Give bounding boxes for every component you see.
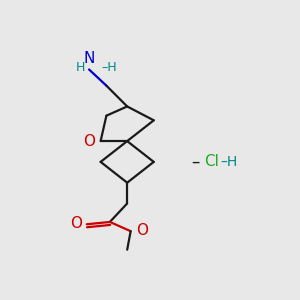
Text: O: O <box>70 216 82 231</box>
Text: N: N <box>83 51 95 66</box>
Text: H: H <box>76 61 86 74</box>
Text: Cl: Cl <box>205 154 219 169</box>
Text: O: O <box>83 134 95 148</box>
Text: –: – <box>191 153 200 171</box>
Text: O: O <box>136 223 148 238</box>
Text: –H: –H <box>102 61 117 74</box>
Text: –H: –H <box>221 155 238 169</box>
